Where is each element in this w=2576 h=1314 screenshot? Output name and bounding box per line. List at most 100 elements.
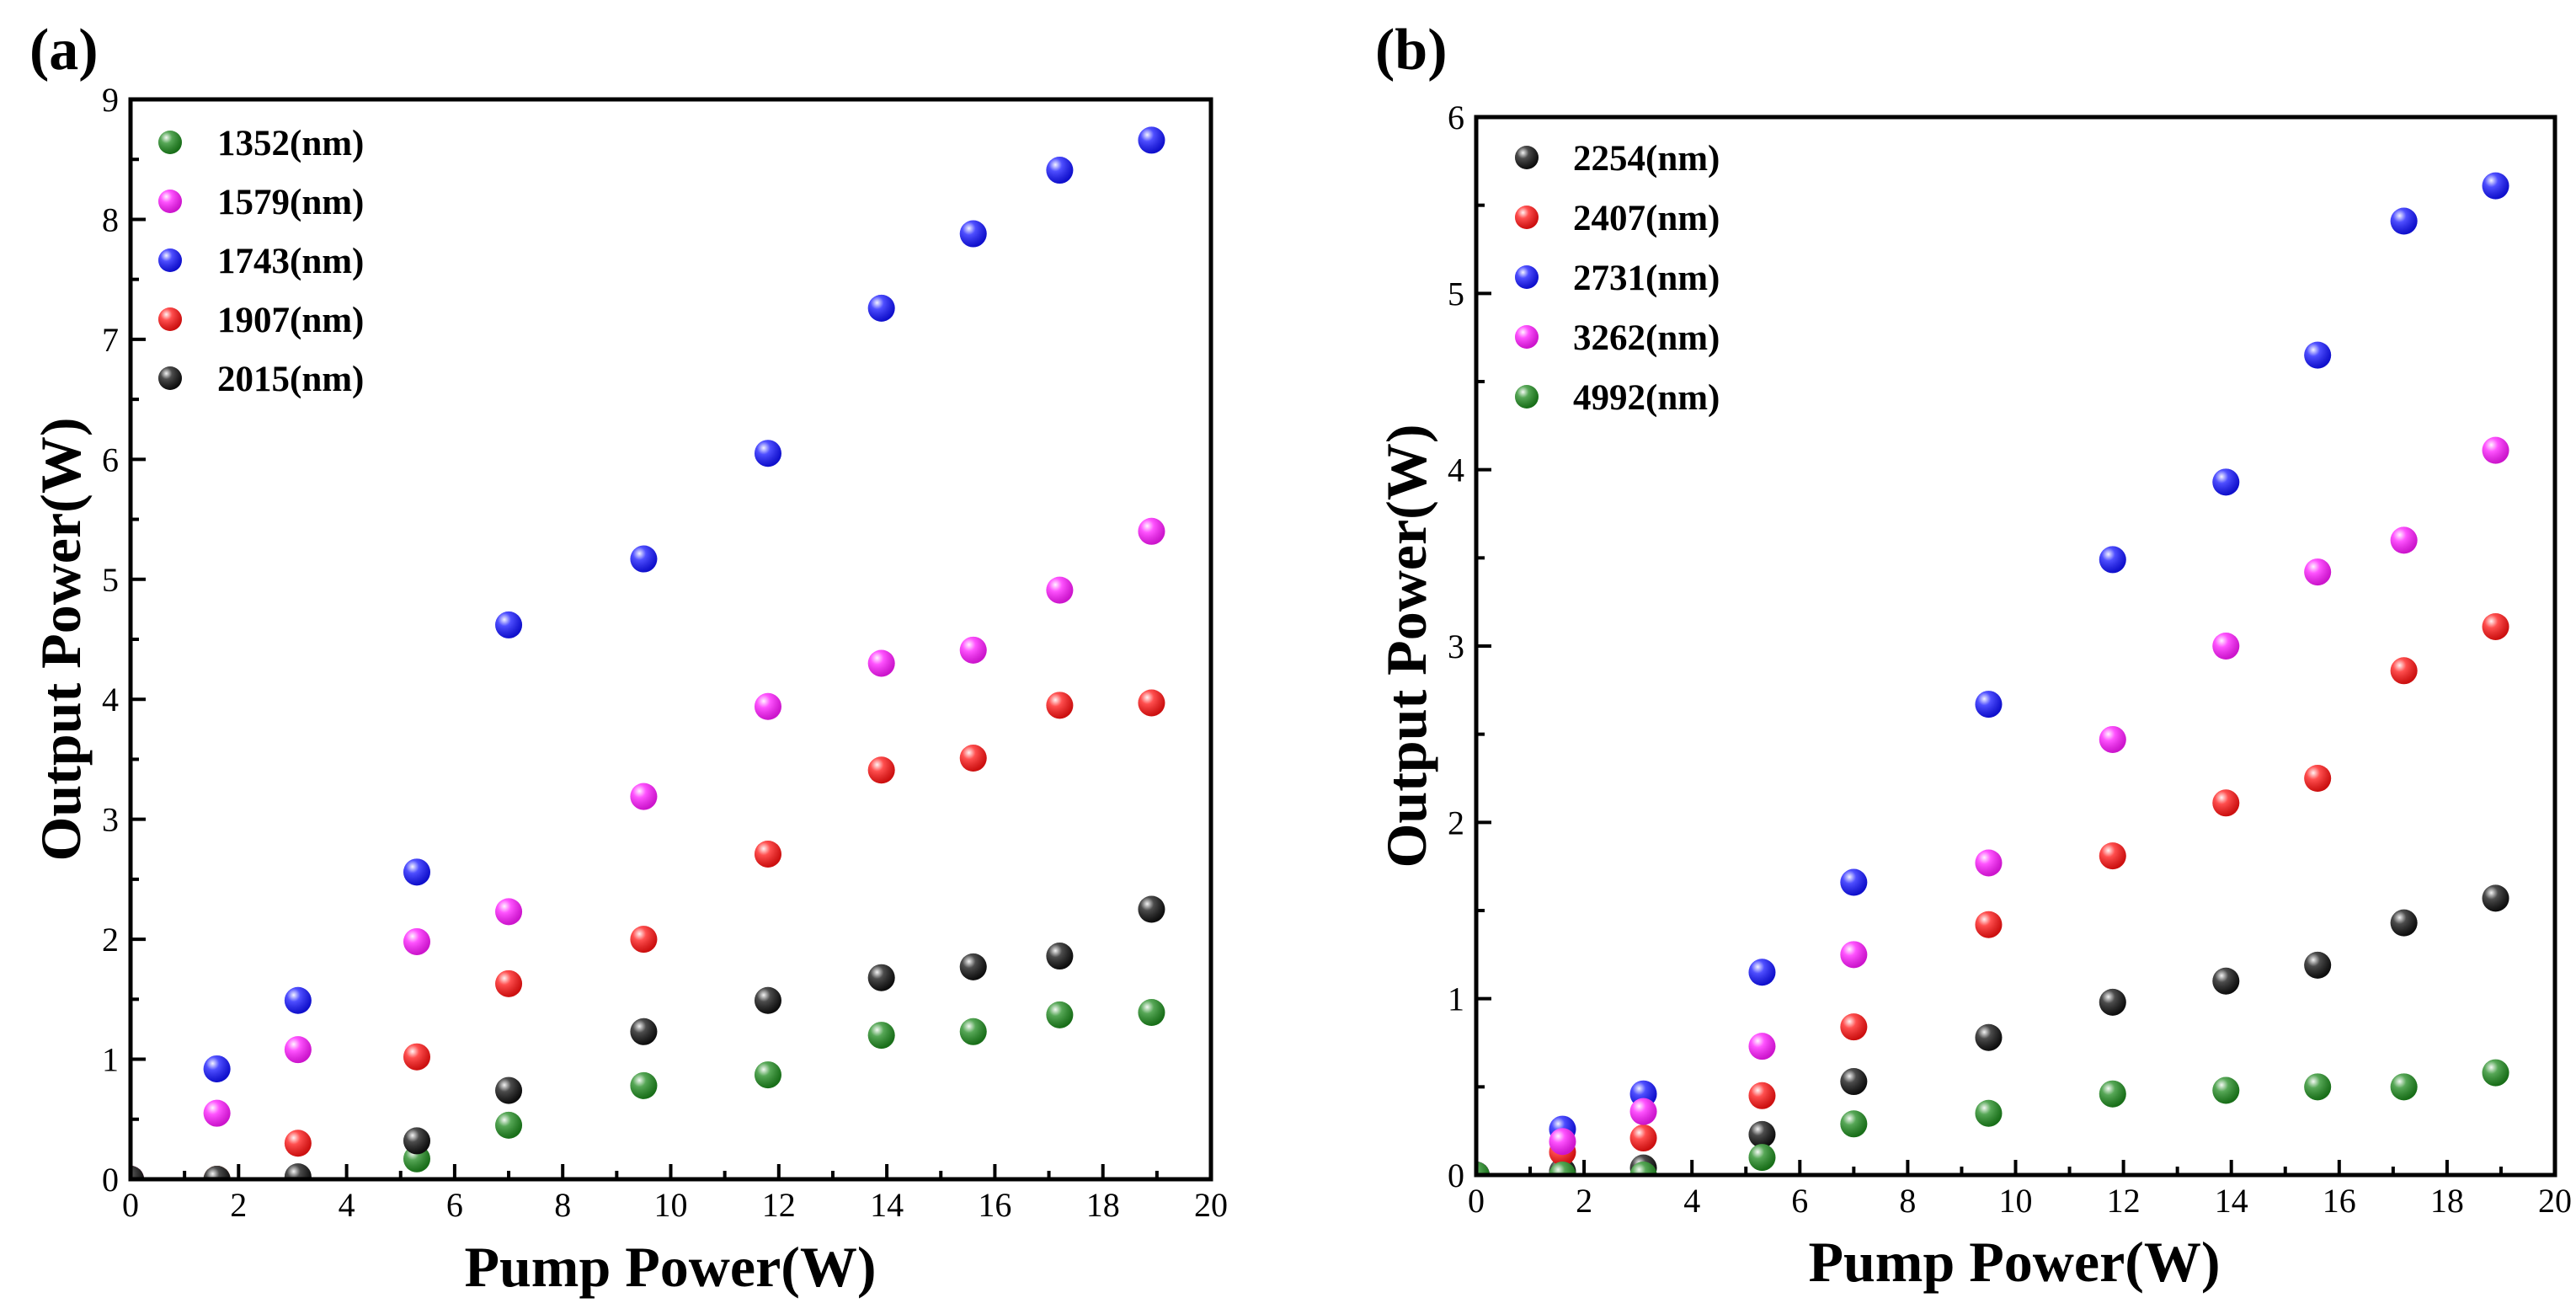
x-tick-label: 14	[870, 1186, 904, 1224]
data-point	[2390, 657, 2418, 685]
x-axis-title: Pump Power(W)	[1808, 1230, 2220, 1294]
y-axis-title: Output Power(W)	[1374, 425, 1438, 868]
x-tick-label: 8	[554, 1186, 571, 1224]
x-tick-label: 10	[654, 1186, 688, 1224]
data-point-shine	[2099, 988, 2126, 1016]
data-point-shine	[1975, 849, 2003, 877]
data-point	[630, 926, 658, 953]
data-point-shine	[867, 294, 895, 322]
y-tick-label: 3	[1448, 628, 1464, 665]
data-point-shine	[495, 1111, 523, 1139]
data-point	[2304, 1073, 2332, 1101]
panel-label: (b)	[1375, 18, 1448, 83]
data-point-shine	[2212, 789, 2240, 817]
plot-frame	[1474, 115, 2557, 1178]
x-tick-label: 2	[1576, 1182, 1592, 1220]
data-point	[403, 858, 430, 886]
data-point	[959, 1018, 987, 1045]
data-point	[2212, 967, 2240, 995]
data-point-shine	[1046, 157, 1074, 184]
x-tick-label: 8	[1899, 1182, 1916, 1220]
data-point-shine	[2482, 436, 2509, 464]
data-point	[2482, 612, 2509, 640]
legend-item: 1352(nm)	[158, 124, 364, 163]
data-point-shine	[1629, 1162, 1657, 1175]
data-point	[1975, 691, 2003, 718]
data-point	[754, 692, 781, 720]
y-axis-title: Output Power(W)	[29, 418, 93, 862]
data-point	[1629, 1098, 1657, 1125]
data-point-shine	[1840, 1110, 1868, 1138]
data-point-shine	[2390, 657, 2418, 685]
data-point	[1840, 941, 1868, 969]
data-point	[2482, 884, 2509, 912]
data-point	[754, 1061, 781, 1089]
data-point-shine	[1748, 1082, 1776, 1109]
data-point	[1549, 1128, 1576, 1156]
data-point	[959, 745, 987, 772]
data-point-shine	[1476, 1162, 1490, 1175]
data-point-shine	[2482, 1059, 2509, 1087]
legend-item: 1579(nm)	[158, 183, 364, 222]
data-point	[2390, 1073, 2418, 1101]
data-point-shine	[754, 1061, 781, 1089]
data-point	[403, 1043, 430, 1071]
data-point	[203, 1166, 231, 1179]
data-point-shine	[1975, 1023, 2003, 1051]
legend-item: 3262(nm)	[1515, 318, 1720, 358]
data-point-shine	[1840, 1013, 1868, 1041]
data-point	[1138, 517, 1165, 545]
x-tick-label: 16	[2323, 1182, 2356, 1220]
data-point-shine	[2482, 884, 2509, 912]
data-point	[131, 1166, 144, 1179]
y-tick-label: 4	[1448, 451, 1464, 489]
data-points	[1476, 172, 2509, 1175]
legend-label: 1907(nm)	[217, 301, 364, 340]
plot-frame	[128, 97, 1213, 1182]
data-point	[2099, 546, 2126, 574]
data-point	[630, 545, 658, 573]
data-point	[495, 898, 523, 926]
data-point	[284, 1036, 312, 1064]
data-point	[867, 649, 895, 677]
data-point	[2099, 988, 2126, 1016]
data-point-shine	[2304, 765, 2332, 792]
data-point	[203, 1099, 231, 1127]
legend-item: 1907(nm)	[158, 301, 364, 340]
data-point	[1476, 1162, 1490, 1175]
data-point	[1748, 1144, 1776, 1172]
data-point	[2390, 909, 2418, 937]
data-point-shine	[2304, 558, 2332, 586]
data-point	[1549, 1162, 1576, 1175]
data-point	[2482, 436, 2509, 464]
data-point-shine	[1748, 959, 1776, 986]
data-point	[1138, 999, 1165, 1027]
data-point-shine	[2212, 1076, 2240, 1104]
legend-item: 4992(nm)	[1515, 378, 1720, 418]
data-point-shine	[1138, 517, 1165, 545]
data-point-shine	[403, 858, 430, 886]
data-point-shine	[495, 1076, 523, 1104]
legend: 1352(nm) 1579(nm) 1743(nm) 1907(nm) 2015(nm)	[158, 124, 364, 399]
data-point-shine	[754, 692, 781, 720]
data-point	[2304, 765, 2332, 792]
data-point-shine	[2099, 1080, 2126, 1108]
data-point-shine	[1840, 868, 1868, 896]
data-point-shine	[1748, 1033, 1776, 1060]
x-axis-title: Pump Power(W)	[464, 1235, 876, 1299]
legend-marker-shine	[1515, 325, 1539, 349]
legend-marker-shine	[1515, 265, 1539, 289]
y-tick-label: 9	[102, 81, 119, 119]
data-point	[1748, 959, 1776, 986]
data-point-shine	[1975, 691, 2003, 718]
legend-label: 2254(nm)	[1573, 139, 1720, 179]
data-point-shine	[1549, 1128, 1576, 1156]
data-point	[867, 1022, 895, 1050]
data-point	[1046, 157, 1074, 184]
data-point-shine	[867, 649, 895, 677]
legend-label: 1579(nm)	[217, 183, 364, 222]
data-point-shine	[1138, 689, 1165, 717]
data-point-shine	[754, 986, 781, 1014]
data-point	[630, 1018, 658, 1045]
legend-marker-shine	[1515, 385, 1539, 409]
